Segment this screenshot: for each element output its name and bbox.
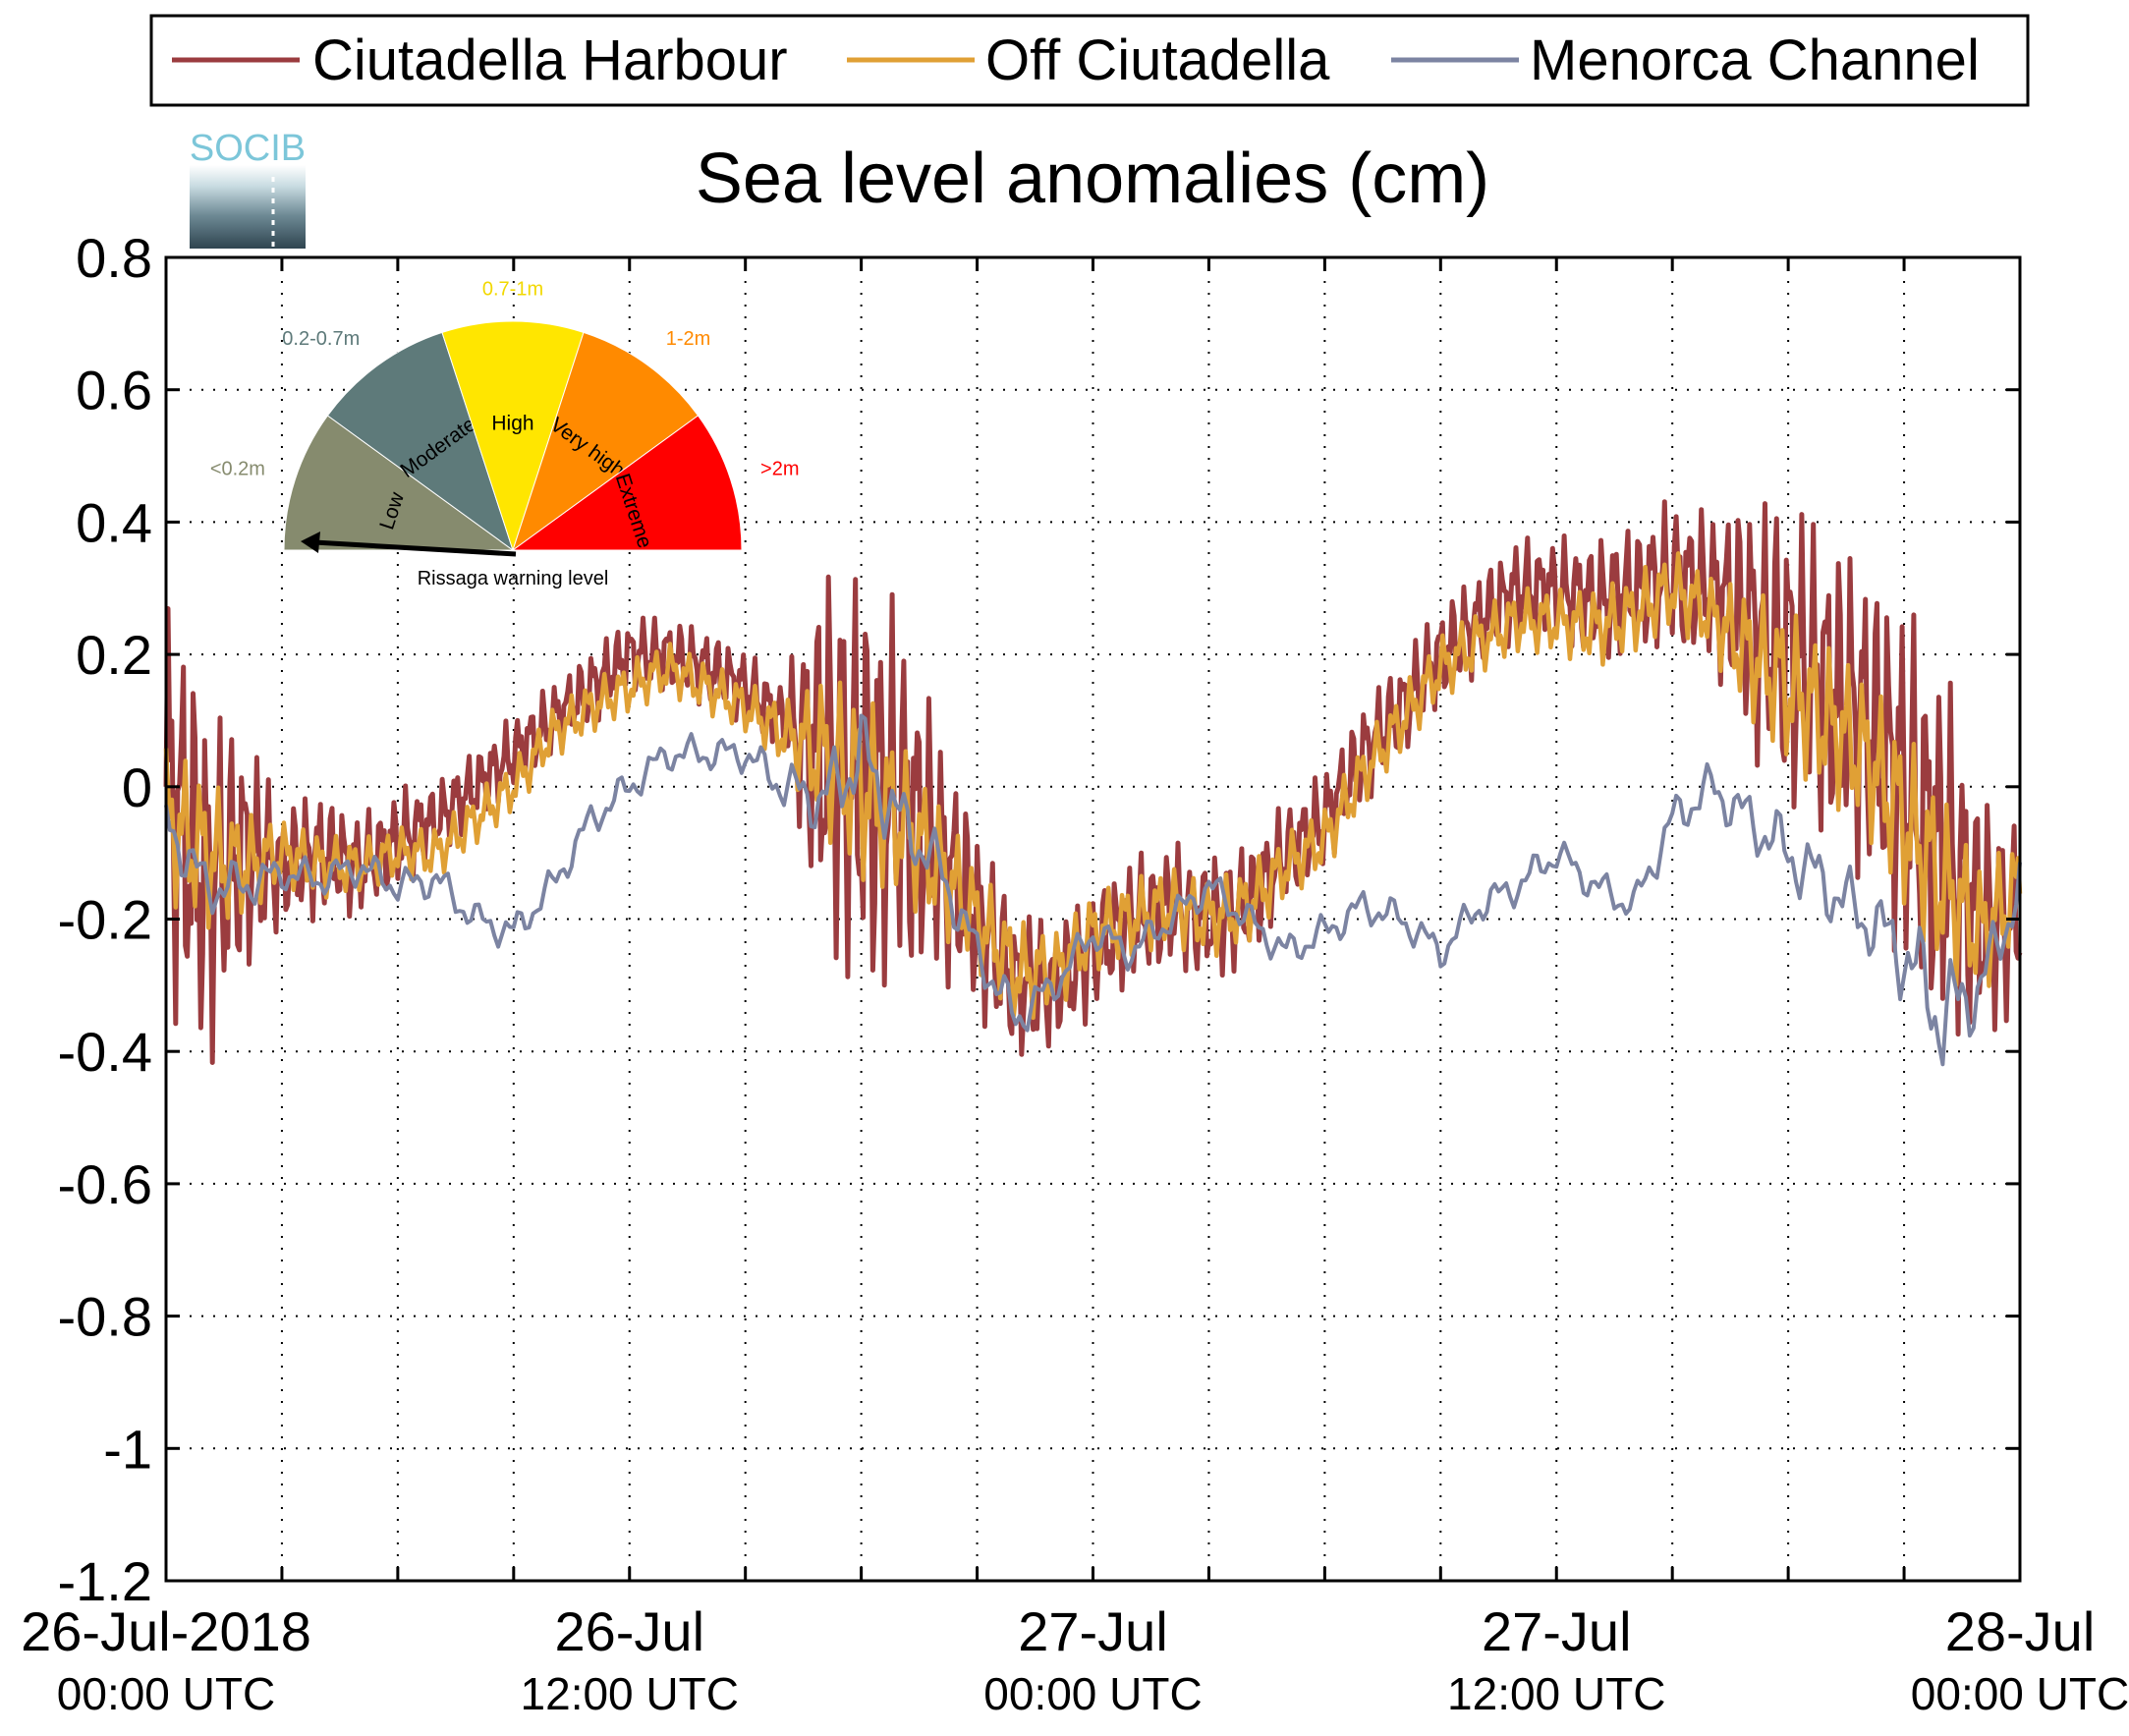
socib-logo: SOCIB <box>190 128 306 249</box>
gauge-range-label-extreme: >2m <box>760 458 799 479</box>
gauge-sector-label-high: High <box>491 412 533 434</box>
gauge-needle <box>313 539 517 557</box>
y-tick-label: -0.8 <box>58 1286 153 1348</box>
gauge-sector-extreme <box>511 415 743 551</box>
x-tick-label-date: 26-Jul-2018 <box>21 1600 311 1662</box>
y-tick-label: -0.6 <box>58 1153 153 1215</box>
gauge-needle-arrowhead-icon <box>301 532 320 553</box>
x-tick-label-date: 28-Jul <box>1945 1600 2096 1662</box>
x-tick-label-time: 12:00 UTC <box>521 1668 739 1719</box>
x-tick-label-date: 27-Jul <box>1018 1600 1168 1662</box>
gauge-range-label-very-high: 1-2m <box>666 328 711 350</box>
x-tick-label-time: 12:00 UTC <box>1447 1668 1665 1719</box>
x-tick-label-date: 27-Jul <box>1482 1600 1632 1662</box>
y-tick-label: 0.2 <box>76 624 152 686</box>
gauge-sector-high <box>441 320 585 552</box>
legend-label-menorca-channel: Menorca Channel <box>1530 28 1980 92</box>
series-layer <box>163 499 2023 1067</box>
gauge-sector-low <box>283 415 515 551</box>
chart-title: Sea level anomalies (cm) <box>696 140 1489 218</box>
gauge-sector-very-high <box>512 331 700 552</box>
series-line-off-ciutadella <box>163 551 2023 1021</box>
x-tick-label-time: 00:00 UTC <box>1911 1668 2129 1719</box>
y-tick-label: -0.4 <box>58 1021 153 1083</box>
y-tick-label: -1.2 <box>58 1550 153 1612</box>
gauge-range-label-high: 0.7-1m <box>482 278 543 300</box>
gauge-range-label-low: <0.2m <box>210 458 265 479</box>
y-tick-label: 0.8 <box>76 227 152 289</box>
x-tick-label-time: 00:00 UTC <box>983 1668 1202 1719</box>
x-tick-label-date: 26-Jul <box>554 1600 704 1662</box>
gauge-range-label-moderate: 0.2-0.7m <box>282 328 360 350</box>
y-tick-label: 0 <box>122 756 152 818</box>
legend-label-ciutadella-harbour: Ciutadella Harbour <box>312 28 788 92</box>
y-tick-label: 0.4 <box>76 491 152 553</box>
y-tick-label: -0.2 <box>58 889 153 951</box>
gauge-sector-moderate <box>326 331 514 552</box>
legend: Ciutadella Harbour Off Ciutadella Menorc… <box>149 14 2030 107</box>
series-line-menorca-channel <box>164 713 2022 1067</box>
y-tick-label: 0.6 <box>76 360 152 421</box>
x-axis-tick-labels: 26-Jul-2018 00:00 UTC 26-Jul 12:00 UTC 27-Ju… <box>21 1600 2129 1719</box>
socib-logo-text: SOCIB <box>190 128 306 169</box>
y-tick-label: -1 <box>103 1418 152 1480</box>
y-axis-tick-labels: 0.8 0.6 0.4 0.2 0 -0.2 -0.4 -0.6 -0.8 -1 -1.2 <box>58 227 153 1612</box>
axis-ticks <box>166 255 2020 1583</box>
legend-label-off-ciutadella: Off Ciutadella <box>985 28 1330 92</box>
gauge-caption: Rissaga warning level <box>418 568 609 589</box>
x-tick-label-time: 00:00 UTC <box>57 1668 275 1719</box>
